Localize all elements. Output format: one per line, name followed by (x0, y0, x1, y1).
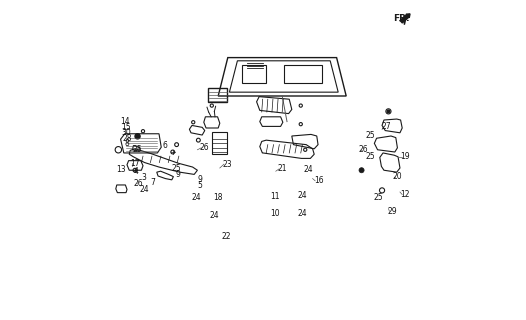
Text: 25: 25 (373, 193, 383, 202)
Text: 24: 24 (209, 211, 219, 220)
Bar (212, 132, 227, 154)
Bar (242, 65, 266, 83)
Text: 23: 23 (222, 160, 231, 169)
Text: 9: 9 (197, 175, 203, 184)
Text: 9: 9 (175, 170, 180, 179)
Text: 6: 6 (162, 141, 167, 150)
Text: 25: 25 (172, 164, 181, 172)
Text: 19: 19 (401, 152, 410, 161)
Circle shape (135, 134, 140, 139)
Text: 27: 27 (381, 122, 391, 131)
Text: 10: 10 (270, 209, 280, 218)
Text: 11: 11 (271, 192, 280, 201)
Text: 17: 17 (130, 159, 140, 168)
Text: 7: 7 (150, 178, 155, 187)
FancyArrow shape (400, 14, 410, 23)
Bar (208, 88, 227, 102)
Text: 26: 26 (199, 143, 209, 152)
Text: 24: 24 (298, 191, 307, 200)
Text: 24: 24 (304, 165, 313, 174)
Text: 24: 24 (298, 209, 307, 218)
Text: 25: 25 (366, 131, 375, 140)
Text: 8: 8 (125, 139, 129, 148)
Text: 25: 25 (133, 145, 143, 154)
Text: 20: 20 (392, 172, 402, 181)
Text: 24: 24 (140, 185, 149, 194)
Circle shape (359, 168, 364, 173)
Text: FR.: FR. (393, 14, 410, 23)
Text: 14: 14 (120, 117, 130, 126)
Text: 13: 13 (116, 165, 125, 174)
Text: 25: 25 (366, 152, 375, 161)
Text: 24: 24 (191, 193, 200, 202)
Text: 3: 3 (141, 173, 146, 182)
Text: 26: 26 (134, 180, 143, 188)
Text: 4: 4 (134, 167, 138, 176)
Text: 15: 15 (122, 123, 131, 132)
Text: 22: 22 (221, 232, 231, 241)
Text: 30: 30 (122, 128, 132, 137)
Circle shape (387, 110, 390, 113)
Text: 18: 18 (214, 193, 223, 202)
Bar (284, 65, 322, 83)
Text: 28: 28 (122, 134, 132, 143)
Text: 21: 21 (277, 164, 287, 173)
Text: 29: 29 (388, 207, 398, 216)
Text: 26: 26 (358, 145, 368, 154)
Text: 12: 12 (401, 190, 410, 199)
Text: 16: 16 (314, 176, 324, 185)
Text: 5: 5 (197, 181, 203, 190)
